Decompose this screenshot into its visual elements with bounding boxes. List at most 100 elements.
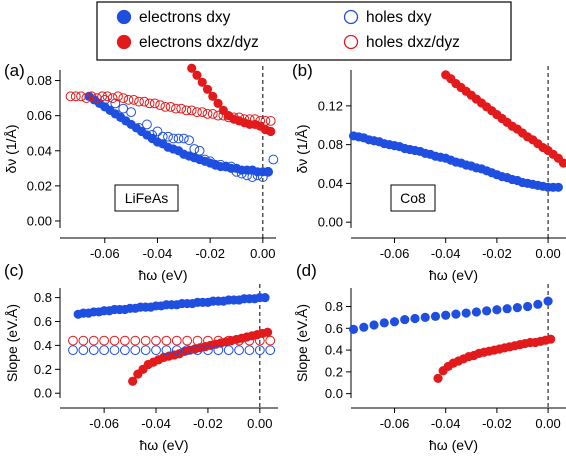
x-tick-label: 0.00 <box>535 416 560 431</box>
data-point <box>140 345 151 356</box>
data-point <box>192 335 203 346</box>
data-point <box>70 91 81 102</box>
data-point <box>441 310 451 320</box>
y-tick-label: 0.6 <box>325 321 343 336</box>
data-point <box>81 93 92 103</box>
y-tick-label: 0.2 <box>34 362 52 377</box>
series-electrons-dxy <box>348 131 563 192</box>
y-tick-label: 0.04 <box>318 176 343 191</box>
data-point <box>134 96 144 107</box>
data-point <box>213 110 223 121</box>
data-point <box>254 335 265 346</box>
legend-label-4: holes dxz/dyz <box>366 34 460 51</box>
series-holes-dxy <box>99 94 279 182</box>
data-point <box>236 168 247 179</box>
data-point <box>247 172 258 182</box>
panel-a: (a) 0.00 0.02 0.04 0.06 0.08 -0.06 -0.04 -0.02 0.… <box>3 61 279 283</box>
data-point <box>512 303 522 313</box>
x-axis-label: ħω (eV) <box>138 267 187 283</box>
data-point <box>234 345 244 356</box>
data-point <box>231 166 242 177</box>
data-point <box>451 309 461 319</box>
data-point <box>482 306 492 316</box>
data-point <box>523 301 533 312</box>
data-point <box>68 335 78 346</box>
y-tick-label: 0.8 <box>34 290 52 305</box>
data-point <box>165 101 176 112</box>
data-point <box>242 170 252 181</box>
series-electrons-dxy <box>84 91 273 177</box>
data-point <box>182 345 193 356</box>
series-electrons-dxy <box>348 296 553 334</box>
data-point <box>192 345 203 356</box>
data-point <box>202 108 213 119</box>
data-point <box>239 114 250 125</box>
data-point <box>118 93 129 103</box>
legend-marker-4 <box>343 34 359 50</box>
data-point <box>152 126 163 137</box>
data-point <box>234 335 244 346</box>
panel-letter: (a) <box>4 61 25 80</box>
series-electrons-dxz-dyz <box>433 334 556 383</box>
data-point <box>187 63 197 73</box>
x-tick-label: 0.00 <box>247 416 272 431</box>
x-tick-label: -0.02 <box>195 246 225 261</box>
legend: electrons dxy electrons dxz/dyz holes dxy h… <box>96 1 512 61</box>
data-point <box>348 324 359 334</box>
data-point <box>161 345 172 356</box>
legend-marker-1 <box>116 9 132 25</box>
data-point <box>109 335 120 346</box>
data-point <box>228 112 239 123</box>
data-point <box>221 161 231 172</box>
y-tick-label: 0.4 <box>34 338 52 353</box>
x-tick-label: -0.06 <box>89 416 119 431</box>
data-point <box>263 166 273 177</box>
data-point <box>244 345 255 356</box>
data-point <box>123 94 134 105</box>
x-tick-label: -0.04 <box>141 416 171 431</box>
data-point <box>199 154 210 165</box>
data-point <box>102 91 113 102</box>
data-point <box>257 172 268 182</box>
data-point <box>147 130 158 140</box>
data-point <box>78 345 89 356</box>
x-tick-label: -0.04 <box>431 246 461 261</box>
data-point <box>433 373 443 383</box>
data-point <box>208 91 218 101</box>
data-point <box>210 159 221 170</box>
data-point <box>173 133 184 144</box>
data-point <box>197 77 207 87</box>
data-point <box>263 327 273 337</box>
data-point <box>119 335 130 346</box>
data-point <box>223 112 234 123</box>
sample-box <box>114 184 179 212</box>
y-tick-label: 0.2 <box>325 364 343 379</box>
data-point <box>126 107 137 118</box>
data-point <box>168 133 179 144</box>
data-point <box>389 317 400 327</box>
series-electrons-dxz-dyz <box>441 70 566 168</box>
data-point <box>369 320 379 330</box>
x-tick-label: -0.04 <box>431 416 461 431</box>
y-tick-label: 0.00 <box>27 213 52 228</box>
y-axis-label: δν (1/Å) <box>3 124 19 173</box>
data-point <box>244 114 255 125</box>
x-tick-label: -0.06 <box>90 246 120 261</box>
data-point <box>205 156 216 167</box>
data-point <box>492 305 502 315</box>
data-point <box>113 91 123 102</box>
x-tick-label: -0.04 <box>143 246 173 261</box>
data-point <box>76 91 86 102</box>
sample-label: LiFeAs <box>125 190 169 206</box>
x-tick-label: -0.02 <box>482 246 512 261</box>
x-tick-label: 0.00 <box>535 246 560 261</box>
x-tick-label: 0.00 <box>250 246 275 261</box>
data-point <box>65 91 76 102</box>
data-point <box>161 335 172 346</box>
data-point <box>151 335 161 346</box>
data-point <box>359 322 369 332</box>
data-point <box>379 318 389 328</box>
series-holes-dxz-dyz <box>68 335 276 346</box>
data-point <box>151 345 161 356</box>
data-point <box>202 84 213 94</box>
